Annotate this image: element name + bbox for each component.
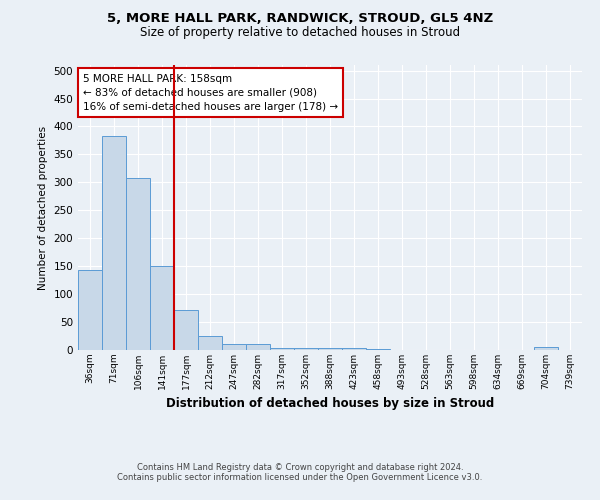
Bar [534,347,558,350]
Bar [198,336,222,350]
Bar [342,348,366,350]
Text: Contains HM Land Registry data © Crown copyright and database right 2024.: Contains HM Land Registry data © Crown c… [137,462,463,471]
Bar [246,344,270,350]
Bar [294,348,318,350]
Bar [150,266,174,350]
Bar [318,348,342,350]
X-axis label: Distribution of detached houses by size in Stroud: Distribution of detached houses by size … [166,398,494,410]
Bar [126,178,150,350]
Bar [366,349,390,350]
Bar [102,136,126,350]
Text: 5 MORE HALL PARK: 158sqm
← 83% of detached houses are smaller (908)
16% of semi-: 5 MORE HALL PARK: 158sqm ← 83% of detach… [83,74,338,112]
Y-axis label: Number of detached properties: Number of detached properties [38,126,48,290]
Text: 5, MORE HALL PARK, RANDWICK, STROUD, GL5 4NZ: 5, MORE HALL PARK, RANDWICK, STROUD, GL5… [107,12,493,26]
Text: Contains public sector information licensed under the Open Government Licence v3: Contains public sector information licen… [118,472,482,482]
Bar [174,310,198,350]
Bar [222,344,246,350]
Bar [270,348,294,350]
Bar [78,270,102,350]
Text: Size of property relative to detached houses in Stroud: Size of property relative to detached ho… [140,26,460,39]
